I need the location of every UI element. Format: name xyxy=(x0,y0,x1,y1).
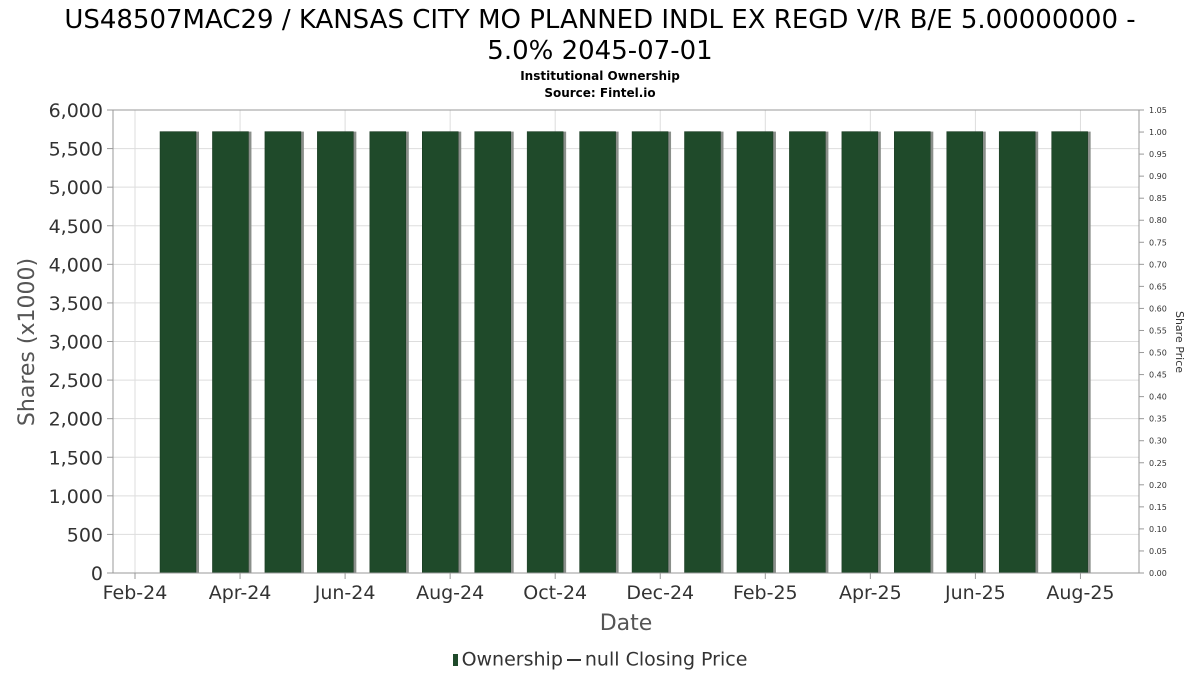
y-tick-label: 0 xyxy=(91,563,103,585)
x-tick-label: Aug-25 xyxy=(1046,582,1114,604)
x-axis-label: Date xyxy=(600,611,653,636)
y-tick-label: 3,000 xyxy=(49,332,103,354)
y2-tick-label: 0.15 xyxy=(1149,503,1167,512)
y2-tick-label: 1.00 xyxy=(1149,128,1167,137)
y2-tick-label: 0.95 xyxy=(1149,150,1167,159)
legend: Ownership null Closing Price xyxy=(0,648,1200,671)
y-tick-label: 3,500 xyxy=(49,293,103,315)
ownership-bar xyxy=(317,131,354,574)
legend-ownership-swatch xyxy=(452,653,458,666)
legend-price-label: null Closing Price xyxy=(584,648,748,671)
x-tick-label: Feb-25 xyxy=(733,582,798,604)
y2-tick-label: 0.35 xyxy=(1149,415,1167,424)
legend-ownership-label: Ownership xyxy=(461,648,563,671)
y2-tick-label: 0.55 xyxy=(1149,326,1167,335)
ownership-bar xyxy=(736,131,774,574)
ownership-bar xyxy=(264,131,302,574)
ownership-bar xyxy=(946,131,983,574)
y2-tick-label: 0.80 xyxy=(1149,216,1167,225)
ownership-bar xyxy=(684,131,721,574)
y-tick-label: 1,500 xyxy=(49,447,103,469)
legend-price-swatch xyxy=(566,658,581,661)
ownership-bar xyxy=(369,131,407,574)
ownership-bar xyxy=(579,131,616,574)
y2-tick-label: 0.40 xyxy=(1149,393,1167,402)
y2-tick-label: 0.85 xyxy=(1149,194,1167,203)
y-axis-label: Shares (x1000) xyxy=(15,258,40,426)
y-tick-label: 5,000 xyxy=(49,177,103,199)
y2-tick-label: 0.25 xyxy=(1149,459,1167,468)
y-tick-label: 2,000 xyxy=(49,409,103,431)
ownership-bar xyxy=(212,131,249,574)
x-axis-ticks: Feb-24 Apr-24 Jun-24 Aug-24 Oct-24 Dec-24 Feb-… xyxy=(103,573,1115,604)
y-tick-label: 1,000 xyxy=(49,486,103,508)
ownership-bar xyxy=(841,131,879,574)
y-tick-label: 500 xyxy=(67,524,103,546)
y2-tick-label: 0.60 xyxy=(1149,304,1167,313)
y-tick-label: 6,000 xyxy=(49,100,103,122)
ownership-bar xyxy=(1051,131,1088,574)
x-tick-label: Dec-24 xyxy=(626,582,694,604)
y2-axis-label: Share Price xyxy=(1173,311,1186,373)
y2-tick-label: 0.20 xyxy=(1149,481,1167,490)
y2-tick-label: 0.50 xyxy=(1149,349,1167,358)
ownership-bar xyxy=(159,131,197,574)
x-tick-label: Apr-24 xyxy=(209,582,272,604)
chart-subtitle: Institutional Ownership xyxy=(520,69,680,83)
ownership-bars xyxy=(159,131,1091,574)
y2-tick-label: 0.30 xyxy=(1149,437,1167,446)
x-tick-label: Feb-24 xyxy=(103,582,168,604)
ownership-bar xyxy=(526,131,564,574)
ownership-bar xyxy=(894,131,931,574)
y2-axis-ticks: 0.00 0.05 0.10 0.15 0.20 0.25 0.30 0.35 0.40 0.45… xyxy=(1139,106,1167,578)
y-tick-label: 2,500 xyxy=(49,370,103,392)
x-tick-label: Aug-24 xyxy=(416,582,484,604)
y2-tick-label: 0.65 xyxy=(1149,282,1167,291)
y2-tick-label: 0.00 xyxy=(1149,569,1167,578)
y-axis-ticks: 0 500 1,000 1,500 2,000 2,500 3,000 3,500 4,000 4… xyxy=(49,100,113,585)
x-tick-label: Jun-25 xyxy=(944,582,1006,604)
ownership-bar xyxy=(998,131,1036,574)
x-tick-label: Apr-25 xyxy=(839,582,902,604)
ownership-bar xyxy=(789,131,826,574)
y2-tick-label: 0.75 xyxy=(1149,238,1167,247)
chart-title-line-1: US48507MAC29 / KANSAS CITY MO PLANNED IN… xyxy=(64,5,1136,35)
y-tick-label: 5,500 xyxy=(49,139,103,161)
y2-tick-label: 0.90 xyxy=(1149,172,1167,181)
y2-tick-label: 1.05 xyxy=(1149,106,1167,115)
y-tick-label: 4,000 xyxy=(49,254,103,276)
y-tick-label: 4,500 xyxy=(49,216,103,238)
ownership-bar xyxy=(422,131,459,574)
y2-tick-label: 0.10 xyxy=(1149,525,1167,534)
y2-tick-label: 0.70 xyxy=(1149,260,1167,269)
ownership-bar xyxy=(474,131,511,574)
y2-tick-label: 0.05 xyxy=(1149,547,1167,556)
y2-tick-label: 0.45 xyxy=(1149,371,1167,380)
x-tick-label: Oct-24 xyxy=(523,582,587,604)
chart-source: Source: Fintel.io xyxy=(544,86,656,100)
ownership-bar xyxy=(631,131,669,574)
x-tick-label: Jun-24 xyxy=(314,582,376,604)
chart-title-line-2: 5.0% 2045-07-01 xyxy=(487,36,713,66)
